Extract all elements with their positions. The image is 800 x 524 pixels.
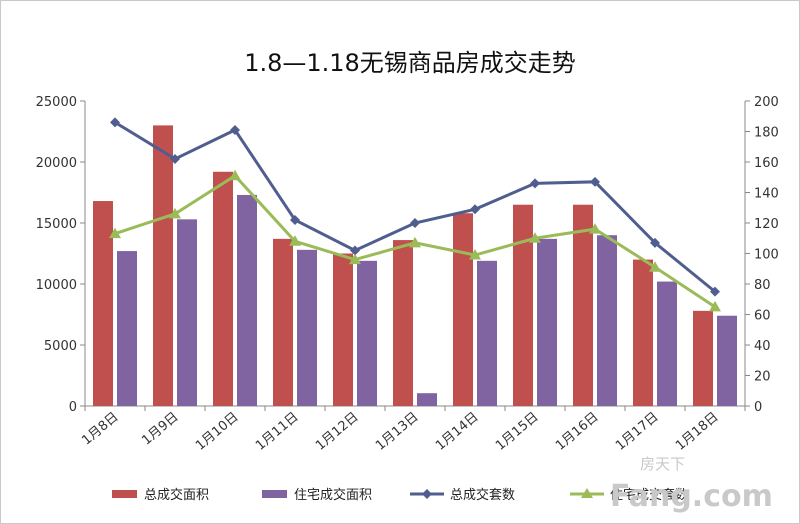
bar-total-area [273, 238, 293, 406]
y-left-tick-label: 15000 [36, 217, 77, 232]
y-right-tick-label: 0 [754, 400, 762, 415]
x-tick-label: 1月16日 [553, 410, 602, 454]
bar-residential-area [477, 260, 497, 406]
bar-total-area [393, 240, 413, 406]
y-left-tick-label: 0 [69, 400, 77, 415]
legend: 总成交面积 住宅成交面积 总成交套数 住宅成交套数 [112, 487, 688, 503]
y-left-tick-label: 10000 [36, 278, 77, 293]
legend-swatch [262, 490, 287, 498]
legend-label: 总成交套数 [450, 487, 515, 503]
point-total-units [350, 245, 360, 256]
y-right-tick-label: 180 [754, 126, 779, 141]
bar-residential-area [417, 393, 437, 406]
legend-label: 总成交面积 [144, 487, 209, 503]
bar-residential-area [657, 281, 677, 406]
bar-total-area [573, 204, 593, 406]
point-residential-units [649, 261, 661, 272]
legend-marker [422, 489, 432, 499]
bar-total-area [93, 201, 113, 406]
y-right-tick-label: 60 [754, 309, 771, 324]
y-left-tick-label: 20000 [36, 156, 77, 171]
chart-title: 1.8—1.18无锡商品房成交走势 [244, 49, 576, 77]
x-tick-label: 1月14日 [433, 410, 482, 454]
bars [93, 125, 737, 407]
y-left-tick-label: 5000 [44, 339, 77, 354]
axes: 0 5000 10000 15000 20000 25000 0 20 40 60 80 100 120… [36, 95, 779, 415]
point-residential-units [289, 235, 301, 246]
x-tick-label: 1月18日 [673, 410, 722, 454]
point-total-units [590, 176, 600, 187]
x-axis-labels: 1月8日 1月9日 1月10日 1月11日 1月12日 1月13日 1月14日 1月15日 1月… [79, 410, 721, 454]
y-right-tick-label: 200 [754, 95, 779, 110]
x-tick-label: 1月17日 [613, 410, 662, 454]
point-total-units [650, 237, 660, 248]
lines [109, 117, 721, 312]
x-tick-label: 1月9日 [139, 410, 181, 449]
bar-total-area [453, 213, 473, 406]
point-residential-units [169, 207, 181, 219]
point-total-units [470, 204, 480, 215]
y-right-tick-label: 100 [754, 248, 779, 263]
x-tick-label: 1月15日 [493, 410, 542, 454]
y-right-tick-label: 20 [754, 370, 771, 385]
legend-label: 住宅成交面积 [294, 487, 372, 503]
y-right-tick-label: 40 [754, 339, 771, 354]
legend-swatch [112, 490, 137, 498]
y-right-tick-label: 120 [754, 217, 779, 232]
bar-total-area [693, 310, 713, 406]
point-residential-units [409, 236, 421, 248]
watermark-top: 房天下 [640, 455, 685, 473]
legend-label: 住宅成交套数 [610, 487, 688, 503]
point-total-units [170, 153, 180, 164]
y-left-tick-label: 25000 [36, 95, 77, 110]
x-tick-label: 1月11日 [253, 410, 302, 454]
bar-residential-area [297, 249, 317, 406]
watermark: 房天下 Fang.com [610, 455, 773, 514]
bar-total-area [333, 253, 353, 406]
x-tick-label: 1月8日 [79, 410, 121, 449]
point-total-units [710, 286, 720, 297]
point-total-units [410, 218, 420, 228]
point-total-units [290, 214, 300, 225]
x-tick-label: 1月13日 [373, 410, 422, 454]
point-residential-units [709, 300, 721, 312]
y-right-tick-label: 140 [754, 187, 779, 202]
x-tick-label: 1月10日 [193, 410, 242, 454]
bar-total-area [213, 171, 233, 406]
bar-residential-area [237, 194, 257, 406]
point-residential-units [109, 227, 121, 239]
bar-total-area [633, 259, 653, 406]
bar-total-area [513, 204, 533, 406]
bar-total-area [153, 125, 173, 407]
point-residential-units [229, 169, 241, 181]
bar-residential-area [537, 238, 557, 406]
bar-residential-area [117, 251, 137, 406]
bar-residential-area [597, 235, 617, 406]
x-tick-label: 1月12日 [313, 410, 362, 454]
point-residential-units [589, 223, 601, 234]
y-right-tick-label: 80 [754, 278, 771, 293]
point-total-units [230, 124, 240, 135]
point-total-units [530, 178, 540, 189]
bar-residential-area [357, 260, 377, 406]
legend-marker [581, 488, 593, 498]
y-right-tick-label: 160 [754, 156, 779, 171]
point-residential-units [349, 253, 361, 265]
point-residential-units [529, 232, 541, 243]
watermark-bottom: Fang.com [610, 479, 773, 514]
point-total-units [110, 117, 120, 128]
bar-residential-area [177, 219, 197, 406]
bar-residential-area [717, 315, 737, 406]
point-residential-units [469, 249, 481, 260]
line-total-units [114, 121, 716, 293]
